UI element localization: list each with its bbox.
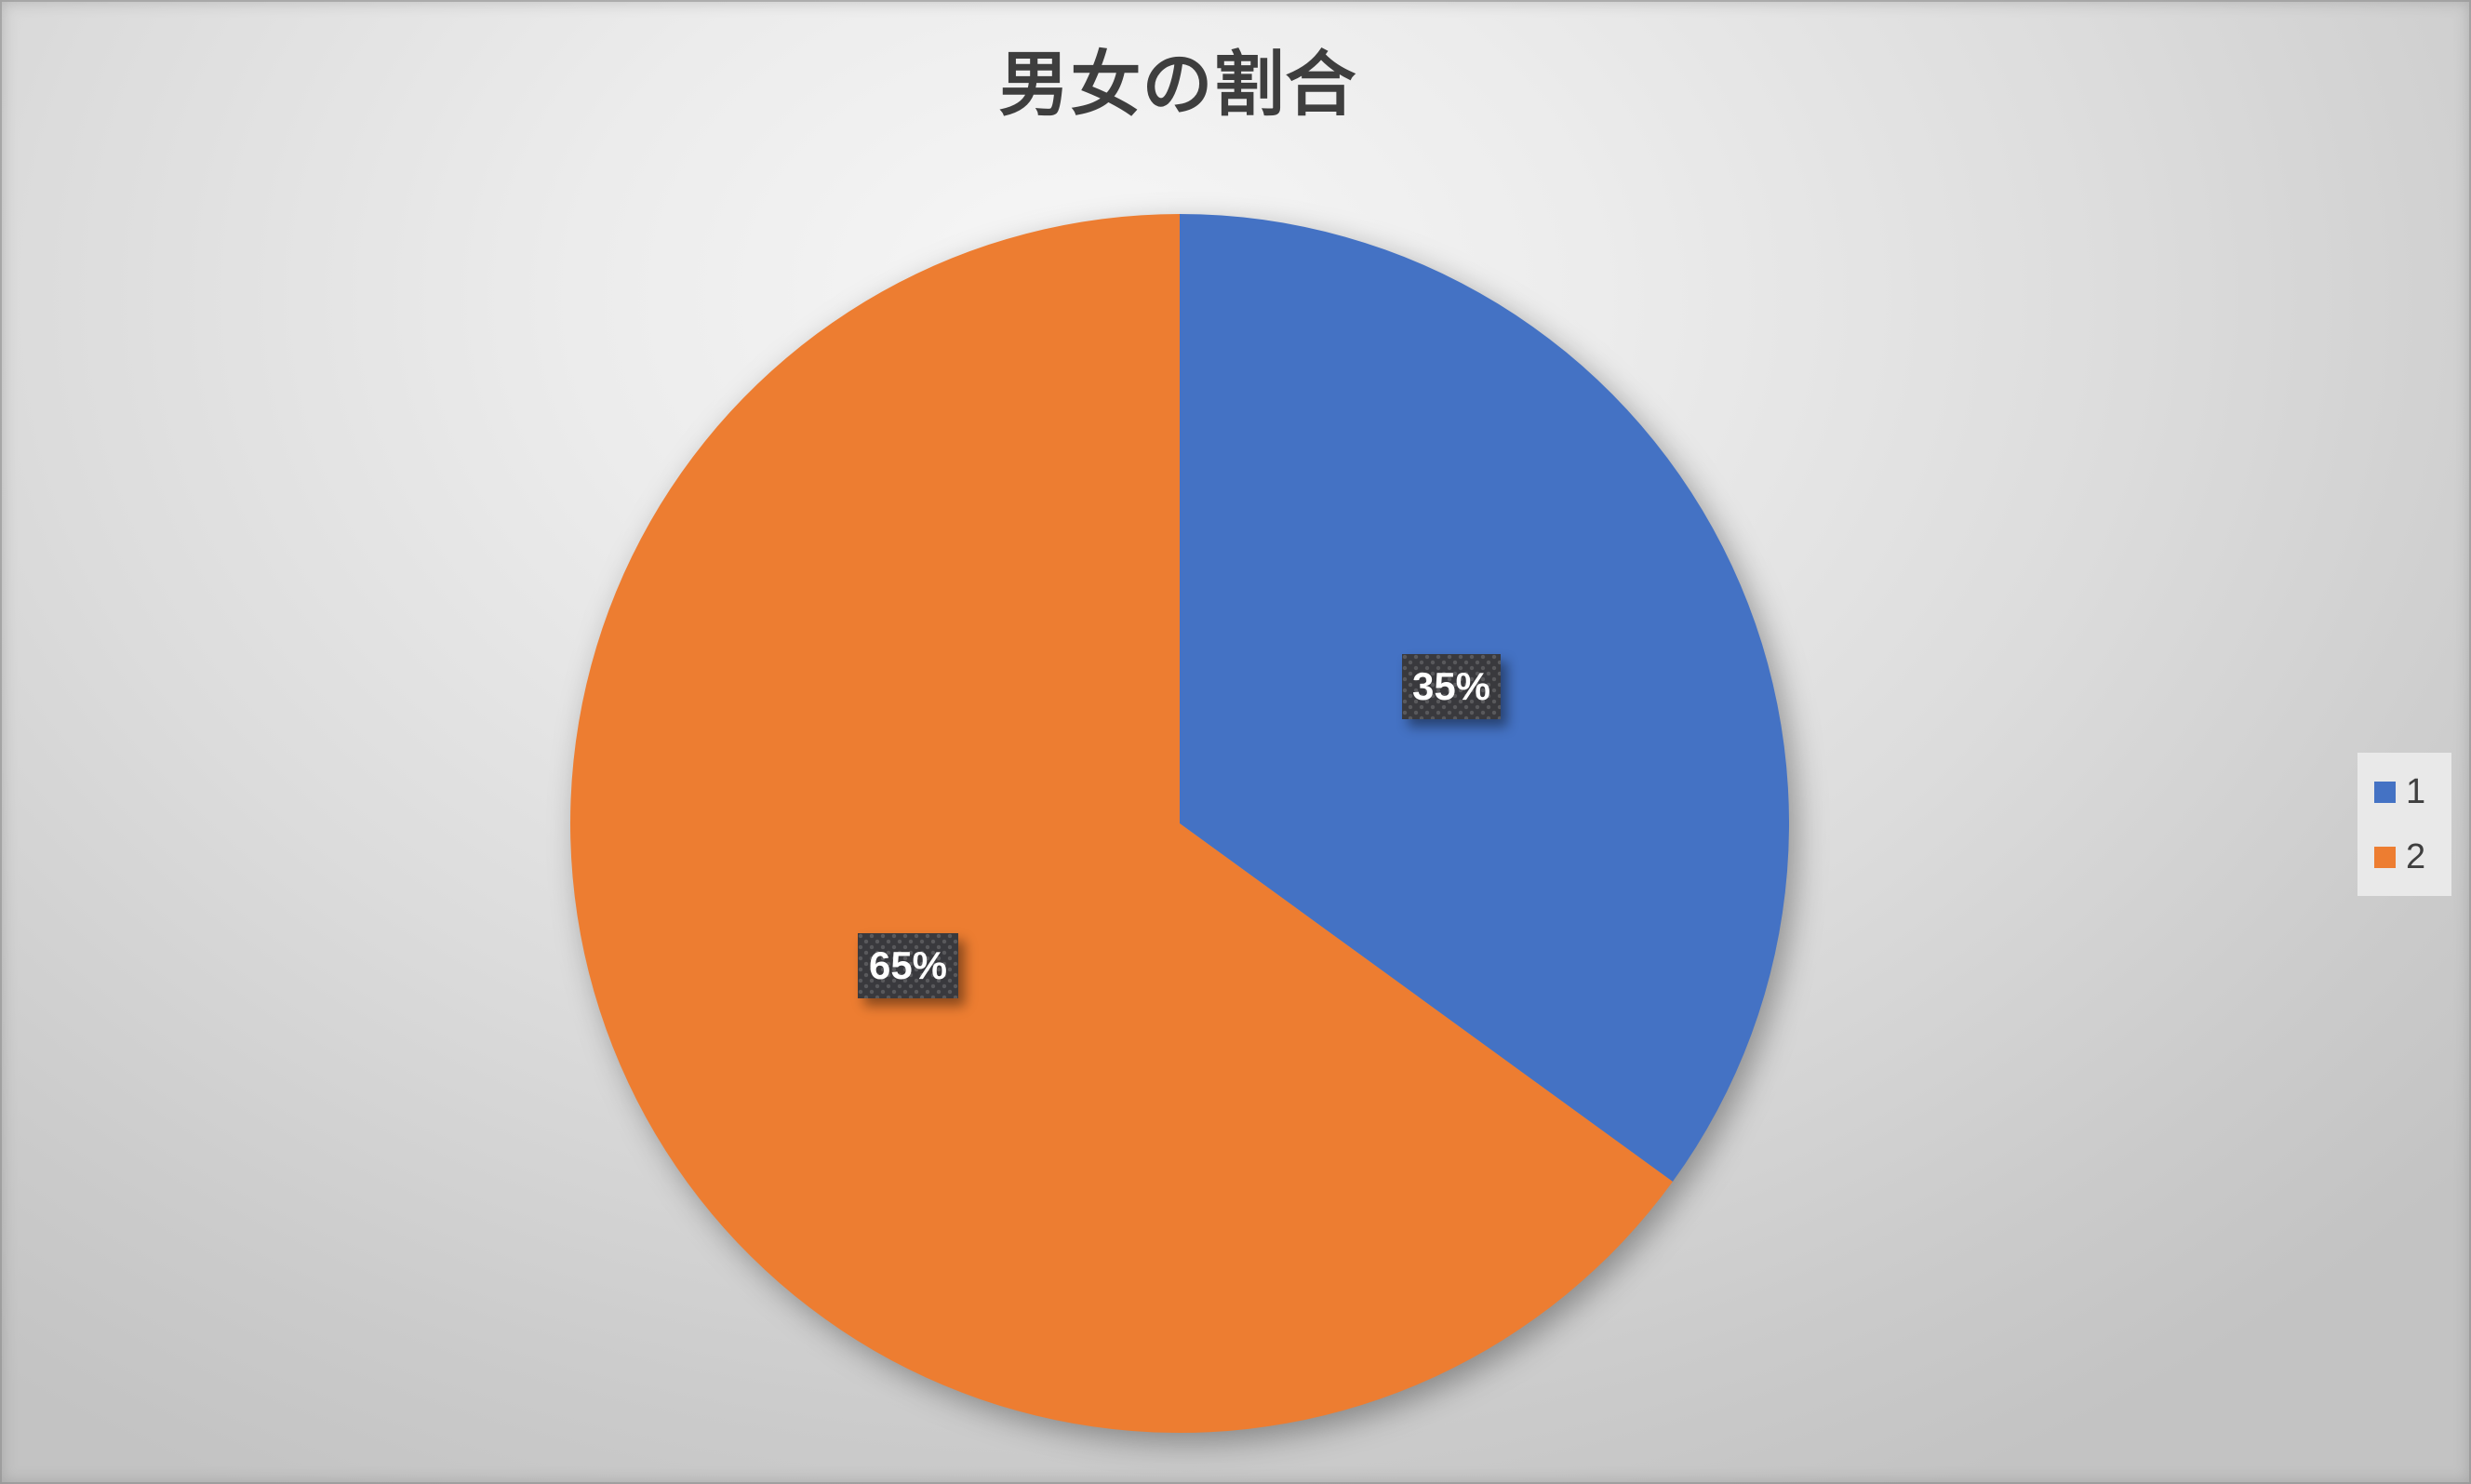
pie-plot-area: [570, 214, 1789, 1433]
legend-item-1[interactable]: 1: [2357, 774, 2451, 809]
legend-item-label: 2: [2406, 837, 2426, 876]
pie-chart: [570, 214, 1789, 1433]
legend: 1 2: [2357, 753, 2451, 896]
legend-item-label: 1: [2406, 772, 2426, 811]
pie-slice-category-2[interactable]: [570, 214, 1673, 1433]
chart-title: 男女の割合: [998, 46, 1357, 125]
legend-swatch-icon: [2374, 781, 2396, 803]
legend-item-2[interactable]: 2: [2357, 839, 2451, 875]
data-label-slice-2[interactable]: 65%: [858, 933, 958, 998]
data-label-slice-1[interactable]: 35%: [1402, 654, 1501, 719]
legend-swatch-icon: [2374, 846, 2396, 868]
